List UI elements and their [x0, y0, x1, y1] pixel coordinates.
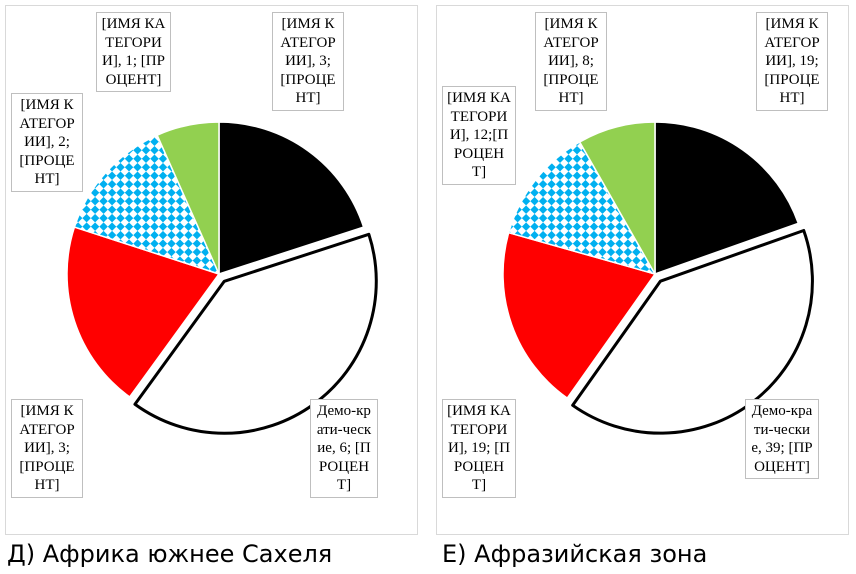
- pie-slice-red: [502, 231, 656, 399]
- pie-chart-afrasian: [502, 121, 814, 435]
- chart-caption-africa: Д) Африка южнее Сахеля: [7, 540, 333, 568]
- data-label-red: [ИМЯ КАТЕГОРИИ], 3; [ПРОЦЕНТ]: [11, 399, 83, 498]
- chart-panel-africa: [ИМЯ КАТЕГОРИИ], 1; [ПРОЦЕНТ] [ИМЯ КАТЕГ…: [5, 5, 418, 535]
- pie-chart-africa: [66, 121, 378, 435]
- pie-slice-green: [156, 121, 220, 275]
- pie-slices-africa: [66, 121, 378, 435]
- pie-slice-black: [218, 121, 365, 275]
- data-label-democratic: Демо-крати-ческие, 39; [ПРОЦЕНТ]: [745, 399, 819, 479]
- pie-slices-afrasian: [502, 121, 814, 435]
- chart-panel-afrasian: [ИМЯ КАТЕГОРИИ], 8; [ПРОЦЕНТ] [ИМЯ КАТЕГ…: [436, 5, 849, 535]
- data-label-black: [ИМЯ КАТЕГОРИИ], 3; [ПРОЦЕНТ]: [272, 12, 344, 111]
- pie-slice-black: [654, 121, 800, 275]
- data-label-green: [ИМЯ КАТЕГОРИИ], 8; [ПРОЦЕНТ]: [535, 12, 607, 111]
- data-label-black: [ИМЯ КАТЕГОРИИ], 19; [ПРОЦЕНТ]: [756, 12, 828, 111]
- data-label-green: [ИМЯ КАТЕГОРИИ], 1; [ПРОЦЕНТ]: [96, 12, 171, 92]
- pie-slice-pattern: [73, 134, 220, 275]
- data-label-pattern: [ИМЯ КАТЕГОРИИ], 2; [ПРОЦЕНТ]: [11, 93, 83, 192]
- data-label-red: [ИМЯ КАТЕГОРИИ], 19; [ПРОЦЕНТ]: [442, 399, 516, 498]
- data-label-democratic: Демо-крати-ческие, 6; [ПРОЦЕНТ]: [310, 399, 378, 498]
- pie-slice-green: [578, 121, 656, 275]
- pie-slice-pattern: [507, 141, 656, 275]
- data-label-pattern: [ИМЯ КАТЕГОРИИ], 12;[ПРОЦЕНТ]: [442, 86, 516, 185]
- chart-caption-afrasian: Е) Афразийская зона: [442, 540, 708, 568]
- pie-slice-red: [66, 226, 220, 398]
